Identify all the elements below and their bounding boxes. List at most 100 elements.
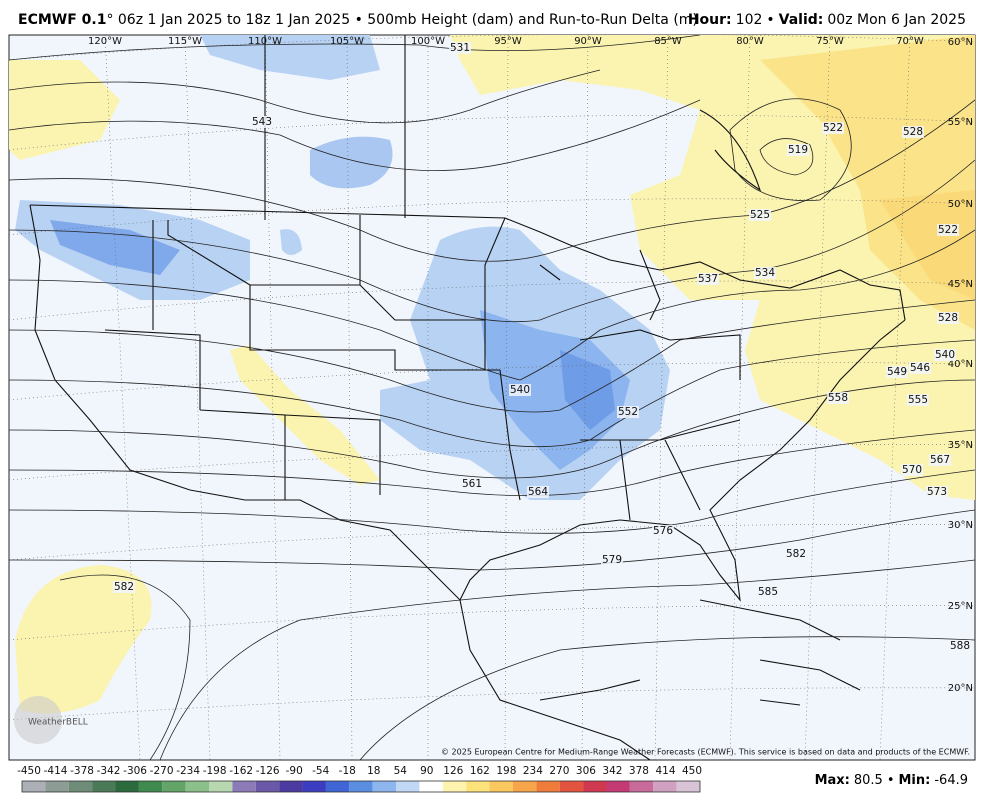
colorbar-label: 378 (629, 765, 649, 777)
colorbar-label: 90 (420, 765, 433, 777)
colorbar-swatch (442, 781, 467, 792)
great-lakes (539, 109, 762, 321)
longitude-label: 85°W (654, 36, 682, 47)
colorbar-label: 198 (496, 765, 516, 777)
colorbar-label: 54 (394, 765, 408, 777)
longitude-label: 70°W (896, 36, 924, 47)
colorbar-swatch (115, 781, 139, 792)
contour-label: 546 (910, 362, 930, 374)
colorbar-label: 126 (443, 765, 463, 777)
max-min: Max: 80.5 • Min: -64.9 (815, 773, 968, 788)
contour-label: 585 (758, 586, 778, 598)
contour-label-bg (901, 464, 923, 476)
colorbar-swatch (302, 781, 326, 792)
colorbar-swatch (22, 781, 46, 792)
colorbar-swatch (255, 781, 280, 792)
contour-label-bg (926, 486, 948, 498)
longitude-label: 105°W (330, 36, 364, 47)
contour-label-bg (509, 384, 531, 396)
copyright: © 2025 European Centre for Medium-Range … (441, 748, 970, 757)
contour-label: 522 (823, 122, 843, 134)
colorbar-swatch (209, 781, 233, 792)
colorbar-swatch (489, 781, 513, 792)
contour-label: 588 (950, 640, 970, 652)
contour-label-bg (907, 394, 929, 406)
colorbar-label: -270 (150, 765, 174, 777)
colorbar-swatch (512, 781, 537, 792)
positive-area (880, 190, 975, 300)
latitude-label: 60°N (948, 37, 973, 48)
colorbar-swatch (536, 781, 560, 792)
colorbar-label: 342 (602, 765, 622, 777)
colorbar-swatch (396, 781, 420, 792)
contour-label-bg (787, 144, 809, 156)
colorbar-swatch (583, 781, 607, 792)
longitude-label: 110°W (248, 36, 282, 47)
contour-label: 555 (908, 394, 928, 406)
contour-label: 582 (114, 581, 134, 593)
contour-label-bg (937, 224, 959, 236)
colorbar-label: -450 (17, 765, 41, 777)
longitude-label: 75°W (816, 36, 844, 47)
colorbar-swatch (559, 781, 584, 792)
colorbar-label: -378 (70, 765, 94, 777)
negative-area (480, 310, 630, 470)
latitude-label: 35°N (948, 440, 973, 451)
colorbar-swatch (349, 781, 373, 792)
negative-area (200, 35, 380, 80)
contour-label: 558 (828, 392, 848, 404)
colorbar-swatch (45, 781, 69, 792)
colorbar-frame (21, 780, 701, 793)
contour-label-bg (697, 273, 719, 285)
max: 80.5 (854, 773, 883, 788)
hour: 102 (736, 12, 763, 28)
contour-label: 519 (788, 144, 808, 156)
colorbar-label: 414 (655, 765, 675, 777)
colorbar-label: 306 (576, 765, 596, 777)
min: -64.9 (934, 773, 968, 788)
contour-label-bg (617, 406, 639, 418)
longitude-label: 90°W (574, 36, 602, 47)
contour-label-bg (757, 586, 779, 598)
contour-label: 522 (938, 224, 958, 236)
colorbar-label: 234 (523, 765, 543, 777)
contour-label-bg (461, 478, 483, 490)
colorbar-swatch (92, 781, 116, 792)
colorbar-swatch (676, 781, 700, 792)
contour-label: 525 (750, 209, 770, 221)
contour-label: 564 (528, 486, 548, 498)
contour-label: 528 (903, 126, 923, 138)
colorbar-swatch (325, 781, 350, 792)
valid: 00z Mon 6 Jan 2025 (827, 12, 966, 28)
hour-label: Hour: (688, 12, 732, 28)
colorbar-label: -18 (339, 765, 356, 777)
positive-area (9, 60, 120, 160)
colorbar-swatch (279, 781, 303, 792)
latitude-label: 20°N (948, 683, 973, 694)
colorbar-label: -90 (286, 765, 303, 777)
colorbar-swatch (162, 781, 186, 792)
contour-label-bg (937, 312, 959, 324)
latitude-label: 25°N (948, 601, 973, 612)
longitude-label: 100°W (411, 36, 445, 47)
contour-label: 534 (755, 267, 775, 279)
colorbar-label: -198 (203, 765, 227, 777)
colorbar-label: -126 (256, 765, 280, 777)
us-canada-border (29, 204, 906, 321)
colorbar-swatch (419, 781, 443, 792)
map-layer (9, 35, 975, 760)
positive-area (230, 345, 380, 485)
colorbar-label: -54 (312, 765, 329, 777)
contour-label-bg (601, 554, 623, 566)
contour-label: 579 (602, 554, 622, 566)
colorbar-swatch (232, 781, 256, 792)
contour-label-bg (886, 366, 908, 378)
contour-label-bg (527, 486, 549, 498)
longitude-label: 80°W (736, 36, 764, 47)
valid-label: Valid: (779, 12, 824, 28)
contour-label-bg (934, 349, 956, 361)
caribbean-islands (699, 599, 861, 706)
negative-area (560, 350, 615, 430)
